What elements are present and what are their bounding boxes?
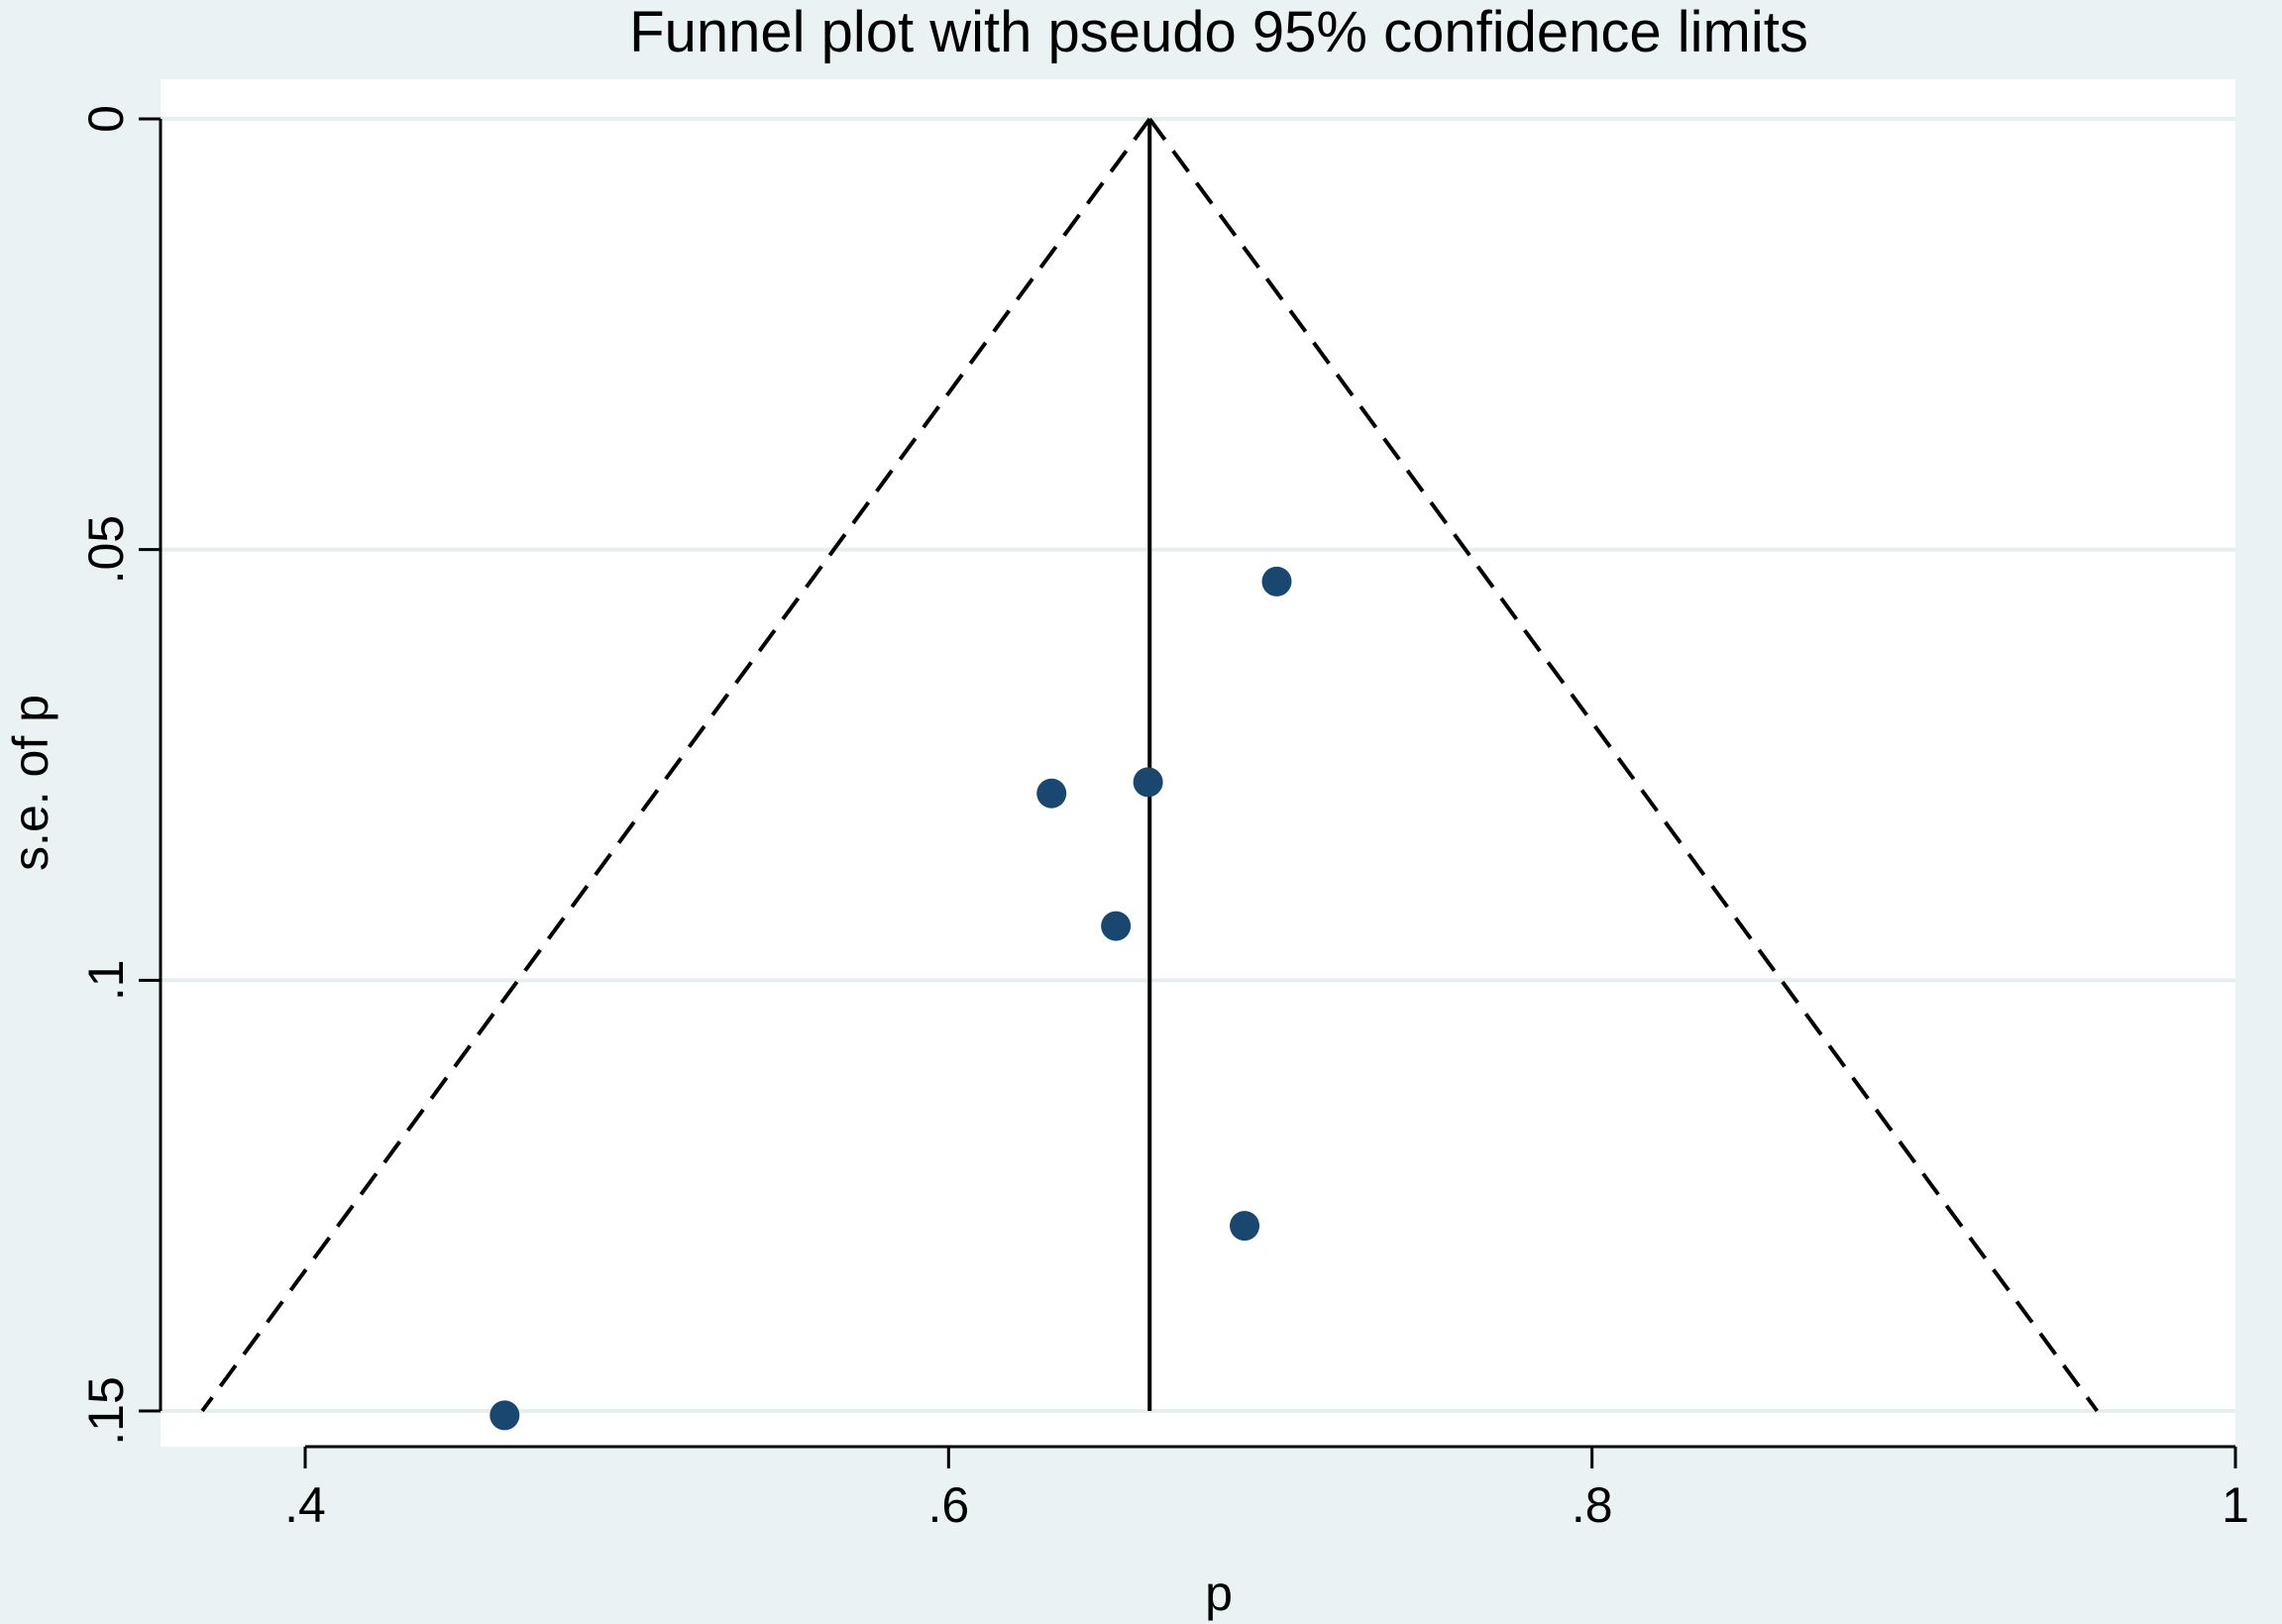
x-tick-label: .6 [927,1477,969,1533]
y-tick-label: .05 [78,515,134,585]
y-tick-label: 0 [78,105,134,133]
chart-title: Funnel plot with pseudo 95% confidence l… [629,0,1808,64]
data-point [1036,778,1067,809]
data-point [1230,1211,1260,1242]
data-point [1261,566,1292,596]
y-tick-label: .1 [78,959,134,1001]
x-tick-label: .4 [284,1477,326,1533]
x-axis-label: p [1205,1566,1233,1621]
axes: 0 .05 .1 .15 .4 .6 .8 1 [78,105,2249,1533]
data-point [489,1400,520,1431]
plot-background [161,79,2235,1447]
data-points [489,566,1292,1431]
lower-confidence-limit-line [200,117,1151,1413]
x-tick-label: 1 [2222,1477,2249,1533]
funnel-lines [200,117,2100,1413]
x-tick-label: .8 [1572,1477,1613,1533]
y-axis-label: s.e. of p [3,695,58,871]
upper-confidence-limit-line [1147,117,2100,1413]
y-tick-label: .15 [78,1376,134,1446]
data-point [1101,911,1132,941]
data-point [1133,767,1163,798]
